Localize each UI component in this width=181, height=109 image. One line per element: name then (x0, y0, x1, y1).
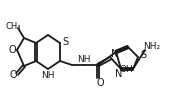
Text: S: S (62, 37, 68, 47)
Text: NH₂: NH₂ (143, 42, 161, 50)
Text: NH: NH (41, 71, 55, 79)
Text: O: O (8, 45, 16, 55)
Text: N: N (111, 49, 119, 59)
Text: O: O (96, 78, 104, 88)
Text: CH₃: CH₃ (5, 21, 21, 31)
Text: N: N (115, 69, 123, 79)
Text: O: O (9, 70, 17, 80)
Text: S: S (140, 50, 146, 60)
Text: OH: OH (119, 66, 133, 74)
Text: NH: NH (77, 54, 91, 64)
